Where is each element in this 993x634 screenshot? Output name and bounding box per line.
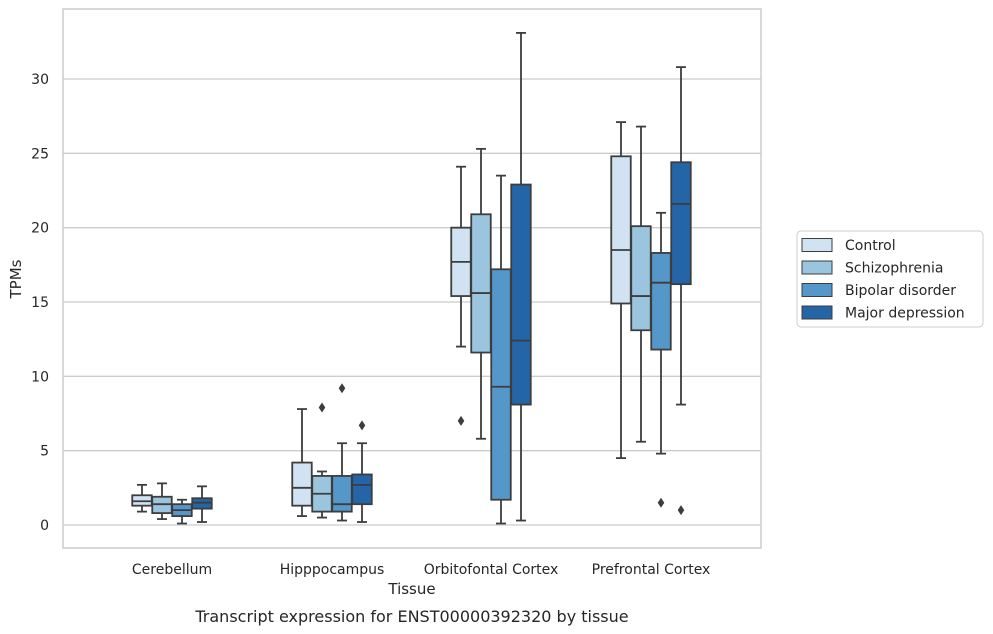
box-iqr [510,183,532,406]
x-axis-label: Tissue [387,580,435,598]
box-iqr [630,225,652,332]
box-iqr [610,155,632,305]
legend-label: Major depression [845,306,965,322]
outlier-point [657,497,665,508]
y-tick-label: 5 [40,444,49,460]
legend-swatch [801,238,833,252]
box-group [670,66,692,516]
box-group [630,125,652,443]
box-iqr [291,461,313,507]
box-group [650,211,672,508]
box-group [510,32,532,522]
x-tick-label: Hipppocampus [280,562,385,578]
box-group [351,420,373,523]
legend-label: Control [845,238,896,254]
box-group [191,485,213,523]
box-iqr [331,475,353,513]
box-iqr [650,252,672,351]
y-tick-label: 20 [31,221,49,237]
box-group [171,498,193,525]
x-tick-labels: Cerebellum Hipppocampus Orbitofontal Corte… [132,562,710,578]
x-tick-label: Cerebellum [132,562,212,578]
box-iqr [351,473,373,506]
y-tick-label: 10 [31,369,49,385]
box-iqr [490,268,512,501]
legend-label: Bipolar disorder [845,283,956,299]
legend-swatch [801,260,833,275]
y-tick-label: 0 [40,518,49,534]
x-tick-label: Orbitofontal Cortex [424,562,559,578]
gridlines [63,78,761,526]
plot-frame [62,8,762,549]
x-tick-label: Prefrontal Cortex [592,562,711,578]
box-iqr [670,161,692,286]
box-group [450,165,472,426]
y-tick-label: 15 [31,295,49,311]
y-tick-label: 25 [31,146,49,162]
y-axis-label: TPMs [7,259,25,299]
box-group [151,482,173,520]
y-tick-labels: 0 5 10 15 20 25 30 [31,72,49,534]
outlier-point [677,505,685,516]
outlier-point [318,402,326,413]
legend-swatch [801,305,833,320]
box-group [610,121,632,460]
legend-label: Schizophrenia [845,261,943,277]
box-iqr [470,213,492,354]
chart-caption: Transcript expression for ENST0000039232… [194,607,628,626]
outlier-point [338,383,346,394]
outlier-point [358,420,366,431]
y-tick-label: 30 [31,72,49,88]
boxes-layer [131,32,692,525]
legend-frame [796,230,984,328]
legend: Control Schizophrenia Bipolar disorder Majo… [796,230,984,328]
legend-swatch [801,283,833,297]
outlier-point [457,415,465,426]
